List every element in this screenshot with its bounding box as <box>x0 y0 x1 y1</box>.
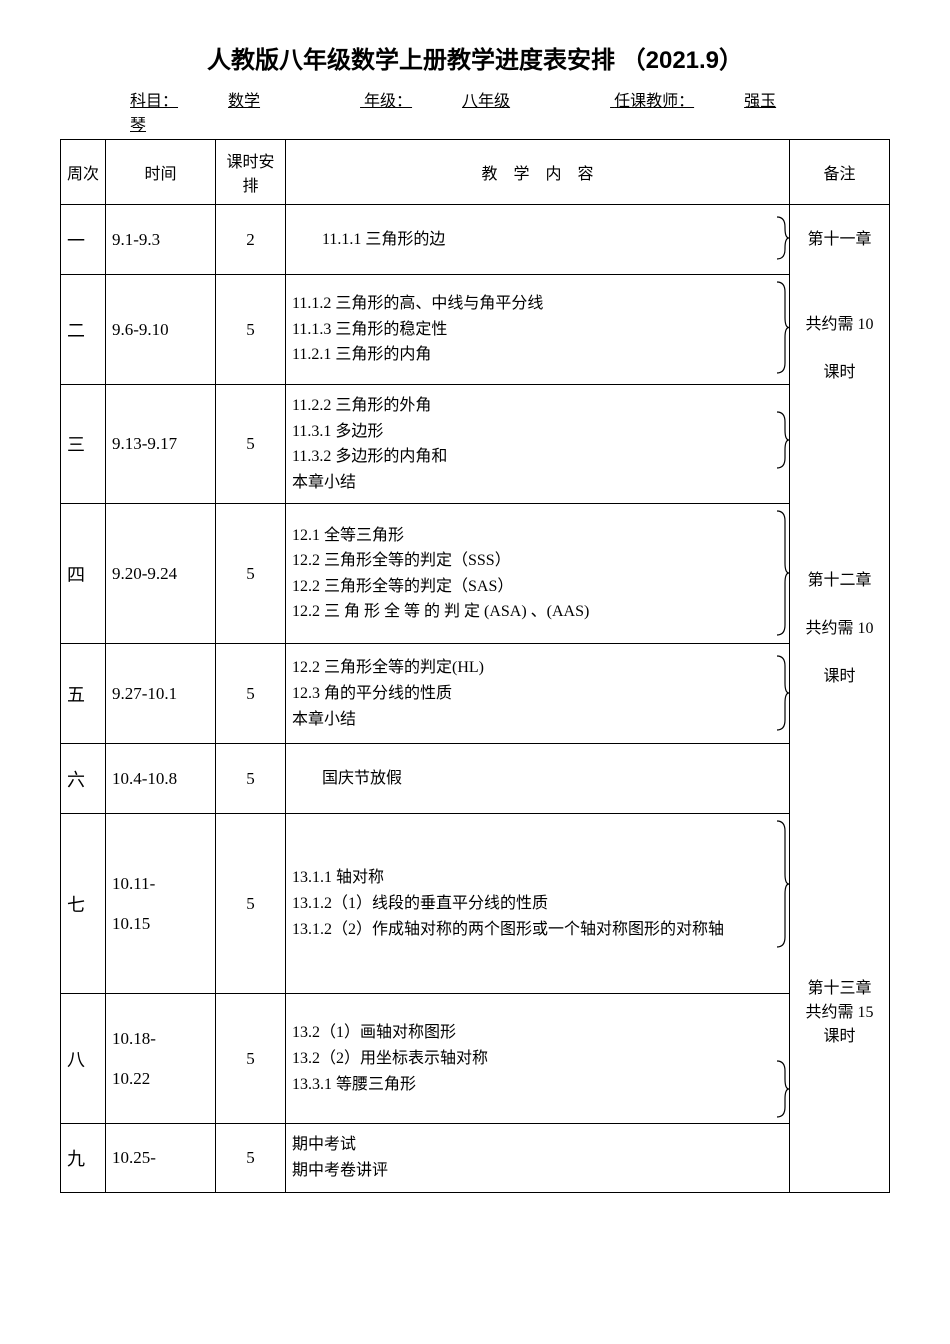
table-header-row: 周次 时间 课时安排 教 学 内 容 备注 <box>61 140 890 205</box>
schedule-table: 周次 时间 课时安排 教 学 内 容 备注 一9.1-9.3211.1.1 三角… <box>60 139 890 1193</box>
week-cell: 七 <box>61 814 106 994</box>
notes-cell: 第十二章 共约需 10 课时 <box>790 504 890 814</box>
header-time: 时间 <box>106 140 216 205</box>
grade-field: 年级：八年级 <box>364 93 560 110</box>
hours-cell: 5 <box>216 744 286 814</box>
time-cell: 10.25- <box>106 1124 216 1192</box>
content-cell: 11.1.1 三角形的边 <box>286 205 790 275</box>
time-cell: 10.11- 10.15 <box>106 814 216 994</box>
hours-cell: 2 <box>216 205 286 275</box>
content-cell: 11.1.2 三角形的高、中线与角平分线 11.1.3 三角形的稳定性 11.2… <box>286 275 790 385</box>
week-cell: 五 <box>61 644 106 744</box>
notes-cell: 第十一章 <box>790 205 890 275</box>
week-cell: 二 <box>61 275 106 385</box>
week-cell: 三 <box>61 385 106 504</box>
week-cell: 九 <box>61 1124 106 1192</box>
header-notes: 备注 <box>790 140 890 205</box>
time-cell: 10.18- 10.22 <box>106 994 216 1124</box>
time-cell: 10.4-10.8 <box>106 744 216 814</box>
notes-cell: 第十三章 共约需 15 课时 <box>790 814 890 1192</box>
content-cell: 期中考试 期中考卷讲评 <box>286 1124 790 1192</box>
table-row: 八10.18- 10.22513.2（1）画轴对称图形 13.2（2）用坐标表示… <box>61 994 890 1124</box>
hours-cell: 5 <box>216 504 286 644</box>
table-row: 二9.6-9.10511.1.2 三角形的高、中线与角平分线 11.1.3 三角… <box>61 275 890 385</box>
header-hours: 课时安排 <box>216 140 286 205</box>
content-cell: 11.2.2 三角形的外角 11.3.1 多边形 11.3.2 多边形的内角和 … <box>286 385 790 504</box>
table-row: 六10.4-10.85国庆节放假 <box>61 744 890 814</box>
week-cell: 四 <box>61 504 106 644</box>
content-cell: 13.2（1）画轴对称图形 13.2（2）用坐标表示轴对称 13.3.1 等腰三… <box>286 994 790 1124</box>
hours-cell: 5 <box>216 814 286 994</box>
time-cell: 9.27-10.1 <box>106 644 216 744</box>
time-cell: 9.1-9.3 <box>106 205 216 275</box>
table-row: 三9.13-9.17511.2.2 三角形的外角 11.3.1 多边形 11.3… <box>61 385 890 504</box>
header-content: 教 学 内 容 <box>286 140 790 205</box>
content-cell: 国庆节放假 <box>286 744 790 814</box>
week-cell: 八 <box>61 994 106 1124</box>
content-cell: 13.1.1 轴对称 13.1.2（1）线段的垂直平分线的性质 13.1.2（2… <box>286 814 790 994</box>
content-cell: 12.1 全等三角形 12.2 三角形全等的判定（SSS） 12.2 三角形全等… <box>286 504 790 644</box>
time-cell: 9.6-9.10 <box>106 275 216 385</box>
week-cell: 一 <box>61 205 106 275</box>
table-row: 五9.27-10.1512.2 三角形全等的判定(HL) 12.3 角的平分线的… <box>61 644 890 744</box>
table-row: 一9.1-9.3211.1.1 三角形的边第十一章 <box>61 205 890 275</box>
table-row: 四9.20-9.24512.1 全等三角形 12.2 三角形全等的判定（SSS）… <box>61 504 890 644</box>
hours-cell: 5 <box>216 1124 286 1192</box>
document-title: 人教版八年级数学上册教学进度表安排 （2021.9） <box>60 40 890 75</box>
hours-cell: 5 <box>216 994 286 1124</box>
content-cell: 12.2 三角形全等的判定(HL) 12.3 角的平分线的性质 本章小结 <box>286 644 790 744</box>
time-cell: 9.20-9.24 <box>106 504 216 644</box>
document-subtitle: 科目：数学 年级：八年级 任课教师：强玉琴 <box>60 87 890 135</box>
subject-field: 科目：数学 <box>130 93 310 110</box>
notes-cell: 共约需 10 课时 <box>790 275 890 504</box>
hours-cell: 5 <box>216 275 286 385</box>
table-row: 七10.11- 10.15513.1.1 轴对称 13.1.2（1）线段的垂直平… <box>61 814 890 994</box>
table-row: 九10.25-5期中考试 期中考卷讲评 <box>61 1124 890 1192</box>
hours-cell: 5 <box>216 385 286 504</box>
hours-cell: 5 <box>216 644 286 744</box>
header-week: 周次 <box>61 140 106 205</box>
time-cell: 9.13-9.17 <box>106 385 216 504</box>
week-cell: 六 <box>61 744 106 814</box>
